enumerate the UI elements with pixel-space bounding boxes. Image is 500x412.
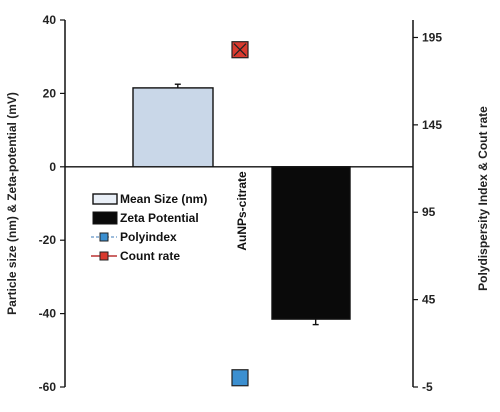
bar-zeta-potential xyxy=(271,166,351,320)
legend-label: Zeta Potential xyxy=(120,211,199,225)
left-tick-label: 0 xyxy=(49,160,56,174)
right-tick-label: 145 xyxy=(422,118,442,132)
plot-area: 40 20 0 -20 -40 -60 195 145 95 45 -5 Particle size … xyxy=(5,13,490,394)
left-tick-label: 40 xyxy=(43,13,57,27)
right-tick-label: 95 xyxy=(422,205,436,219)
left-tick-label: -40 xyxy=(39,307,57,321)
left-axis-title: Particle size (nm) & Zeta-potential (mV) xyxy=(5,92,19,315)
right-tick-label: -5 xyxy=(422,380,433,394)
right-axis-title: Polydispersity Index & Cout rate xyxy=(476,106,490,291)
right-tick-label: 195 xyxy=(422,30,442,44)
legend-swatch-polyindex xyxy=(99,232,109,242)
legend-swatch-mean-size xyxy=(92,193,118,205)
left-tick-label: -20 xyxy=(39,233,57,247)
legend-swatch-zeta xyxy=(92,211,118,225)
category-label: AuNPs-citrate xyxy=(235,171,249,251)
legend-label: Count rate xyxy=(120,249,180,263)
right-tick-label: 45 xyxy=(422,293,436,307)
left-tick-label: 20 xyxy=(43,86,57,100)
legend-swatch-count-rate xyxy=(99,251,109,261)
left-tick-label: -60 xyxy=(39,380,57,394)
point-polyindex xyxy=(231,369,249,387)
legend-label: Mean Size (nm) xyxy=(120,192,207,206)
bar-mean-size xyxy=(132,87,214,168)
point-count-rate-cross xyxy=(233,43,247,57)
legend-label: Polyindex xyxy=(120,230,177,244)
